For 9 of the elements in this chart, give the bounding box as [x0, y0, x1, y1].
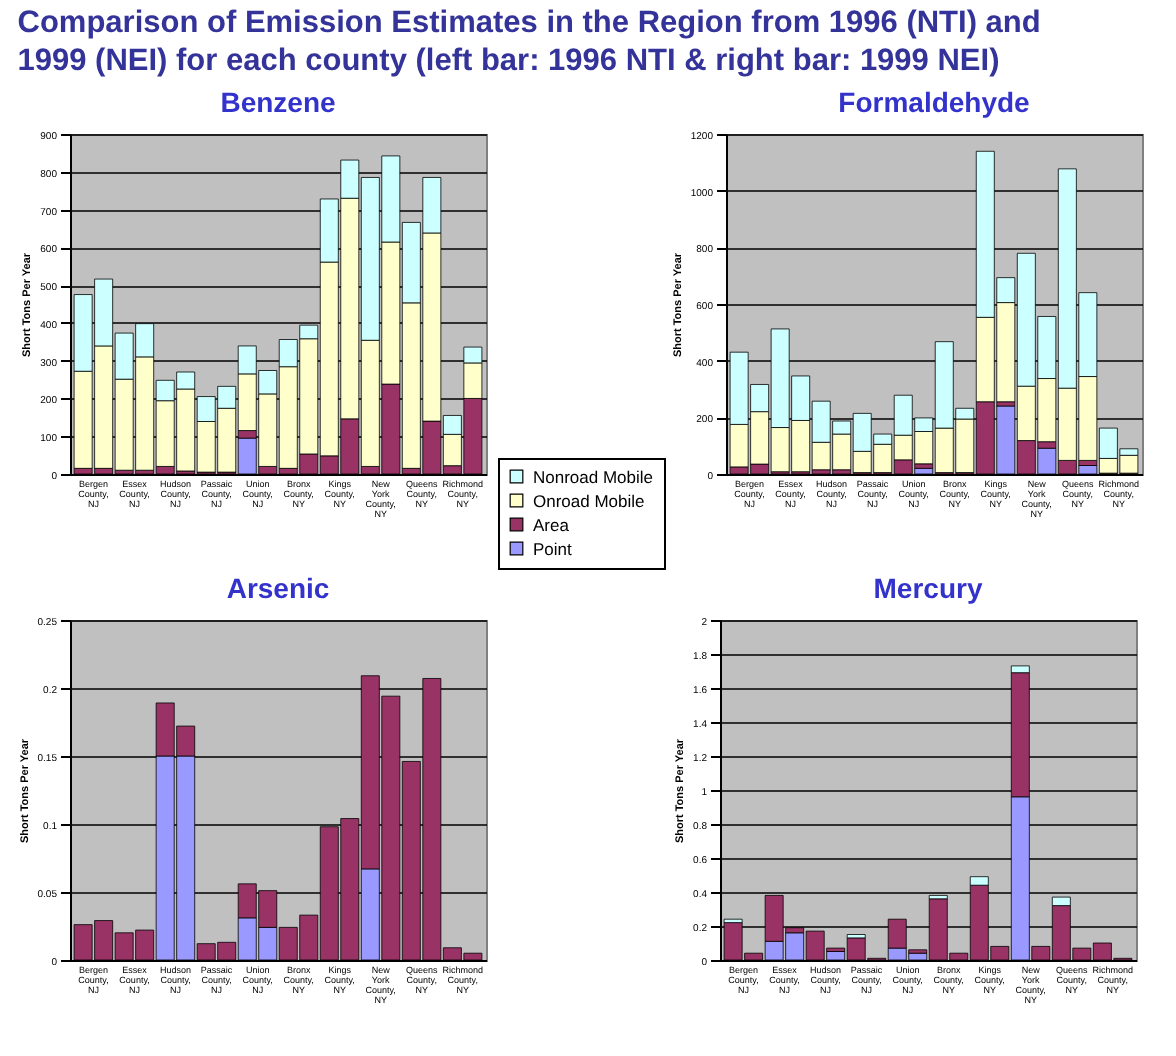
legend-label: Onroad Mobile [533, 490, 646, 511]
text: Comparison of Emission Estimates in the Region from 1996 (NTI) and 1999 (NEI) for each county (left bar: 1996 NTI & right bar: 1999 NEI) [17, 6, 1041, 78]
chart-title: Mercury [873, 572, 983, 604]
legend-label: Point [533, 538, 574, 559]
legend-label: Nonroad Mobile [533, 466, 654, 487]
chart-title: Benzene [220, 86, 336, 118]
legend-label: Area [533, 514, 570, 535]
chart-title: Arsenic [226, 572, 330, 604]
chart-title: Formaldehyde [838, 86, 1031, 118]
